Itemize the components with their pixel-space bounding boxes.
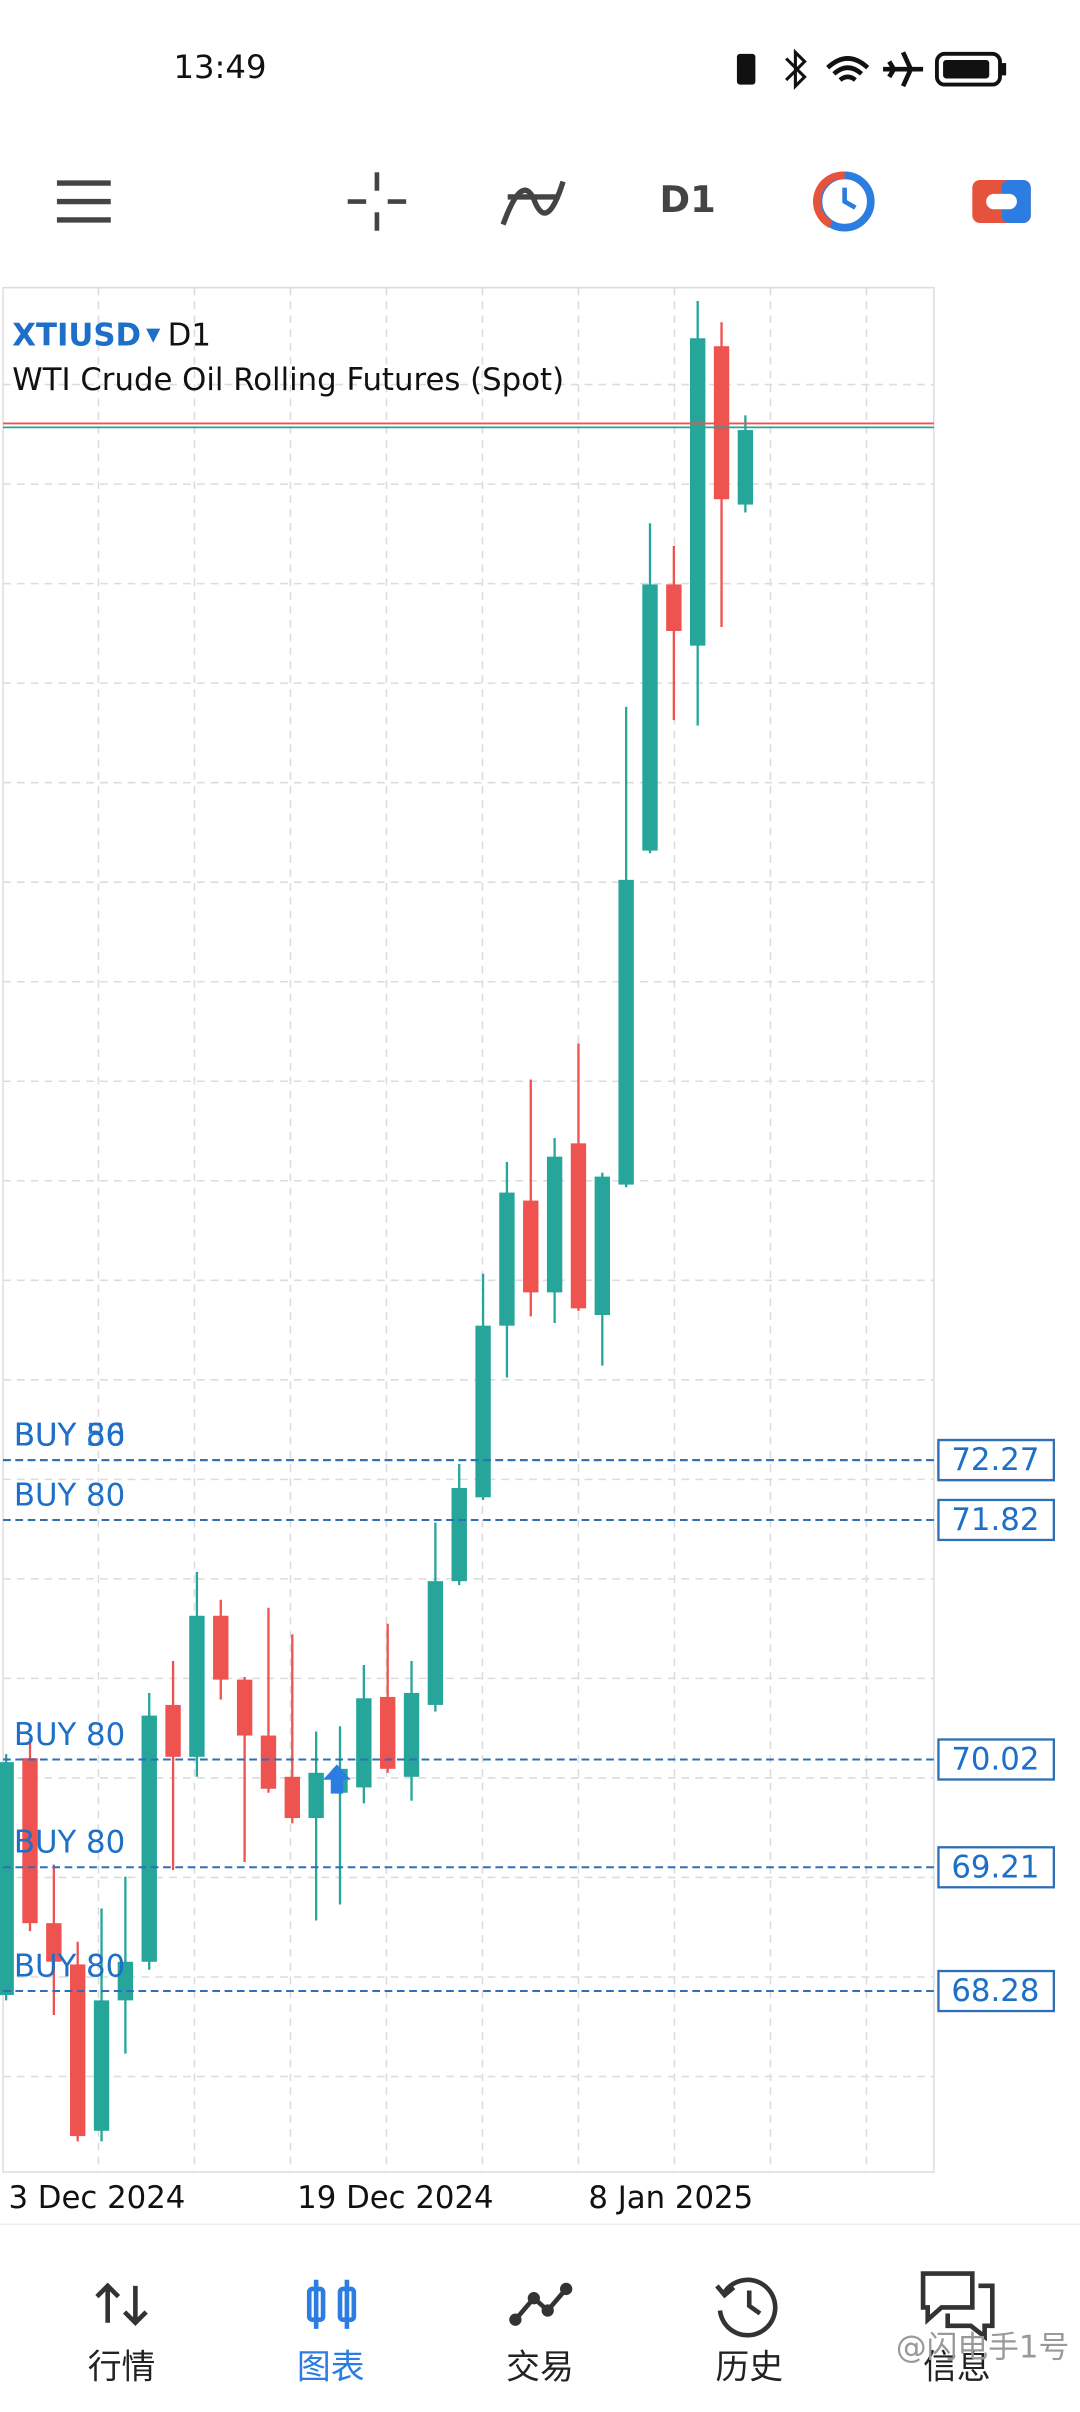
candle-body [427, 1581, 444, 1705]
candle-body [690, 338, 706, 646]
candle-body [475, 1325, 491, 1498]
price-tag-box [937, 1846, 1055, 1889]
crosshair-button[interactable] [347, 172, 407, 231]
nav-label[interactable]: 交易 [506, 2347, 574, 2386]
nav-icon[interactable] [306, 2279, 357, 2329]
x-axis-label: 3 Dec 2024 [8, 2180, 185, 2216]
nav-labels: 行情 图表 交易 历史 信息 [88, 2347, 991, 2386]
nav-label[interactable]: 信息 [923, 2347, 991, 2386]
price-tag-box [937, 1969, 1055, 2013]
chart-timeframe: D1 [168, 317, 211, 353]
menu-button[interactable] [56, 180, 111, 223]
nav-icon[interactable] [509, 2282, 573, 2326]
symbol-dropdown-arrow[interactable]: ▼ [146, 324, 161, 345]
price-tag: 72.27 [951, 1442, 1039, 1478]
candle-body [284, 1776, 300, 1819]
candle-body [451, 1488, 467, 1582]
grid [3, 287, 934, 2173]
candle-body [594, 1176, 610, 1316]
price-tag: 70.02 [951, 1742, 1039, 1778]
candle-body [213, 1615, 229, 1680]
order-label[interactable]: BUY 80 [14, 1477, 125, 1513]
candle-body [70, 1964, 86, 2137]
status-time: 13:49 [173, 48, 266, 86]
x-axis-label: 8 Jan 2025 [588, 2180, 753, 2216]
candle-body [22, 1758, 38, 1924]
nav-icon[interactable] [715, 2277, 778, 2338]
candle-body [236, 1679, 253, 1736]
history-clock-button[interactable] [812, 171, 875, 232]
nav-label[interactable]: 行情 [88, 2347, 156, 2386]
candle-body [523, 1200, 539, 1293]
status-icons [736, 48, 1007, 90]
candle-body [499, 1192, 515, 1326]
candle-body [260, 1735, 277, 1789]
order-label[interactable]: BUY 80 [14, 1717, 125, 1753]
order-label[interactable]: BUY 80 [14, 1948, 125, 1984]
order-label[interactable]: BUY 56 [14, 1417, 125, 1453]
candle-body [0, 1762, 14, 1996]
candle-body [141, 1715, 157, 1962]
candle-body [642, 584, 658, 851]
bottom-nav [0, 2224, 1080, 2412]
symbol-name[interactable]: XTIUSD [12, 317, 141, 353]
nav-icon[interactable] [920, 2271, 995, 2342]
indicators-button[interactable] [500, 180, 566, 226]
candle-body [356, 1698, 372, 1788]
watermark: @闪电手1号 [896, 2329, 1069, 2365]
candle-body [93, 2000, 110, 2131]
symbol-description: WTI Crude Oil Rolling Futures (Spot) [12, 362, 564, 398]
timeframe-button[interactable]: D1 [660, 178, 716, 221]
price-tag: 69.21 [951, 1849, 1039, 1885]
nav-icon[interactable] [95, 2282, 148, 2327]
price-tag-box [937, 1438, 1055, 1482]
price-tag-box [937, 1738, 1055, 1781]
order-label[interactable]: BUY 80 [14, 1825, 125, 1861]
order-label[interactable]: BUY 80 [14, 1417, 125, 1453]
chart-frame [2, 286, 935, 2173]
x-axis-label: 19 Dec 2024 [297, 2180, 493, 2216]
trade-arrow [323, 1764, 351, 1794]
trade-toggle-button[interactable] [972, 179, 1031, 224]
candle-body [666, 584, 682, 631]
candle-body [165, 1704, 181, 1757]
candle-body [46, 1923, 62, 1962]
candle-body [546, 1156, 563, 1293]
candle-body [380, 1696, 396, 1769]
nav-label[interactable]: 历史 [715, 2347, 783, 2386]
candle-body [737, 430, 754, 505]
price-tag: 68.28 [951, 1973, 1039, 2009]
candle-body [570, 1143, 587, 1309]
price-tag-box [937, 1498, 1055, 1542]
candle-body [618, 879, 634, 1185]
candle-body [308, 1772, 324, 1819]
price-tag: 71.82 [951, 1502, 1039, 1538]
candle-body [403, 1692, 420, 1777]
candle-body [189, 1615, 205, 1757]
nav-label[interactable]: 图表 [297, 2347, 365, 2386]
